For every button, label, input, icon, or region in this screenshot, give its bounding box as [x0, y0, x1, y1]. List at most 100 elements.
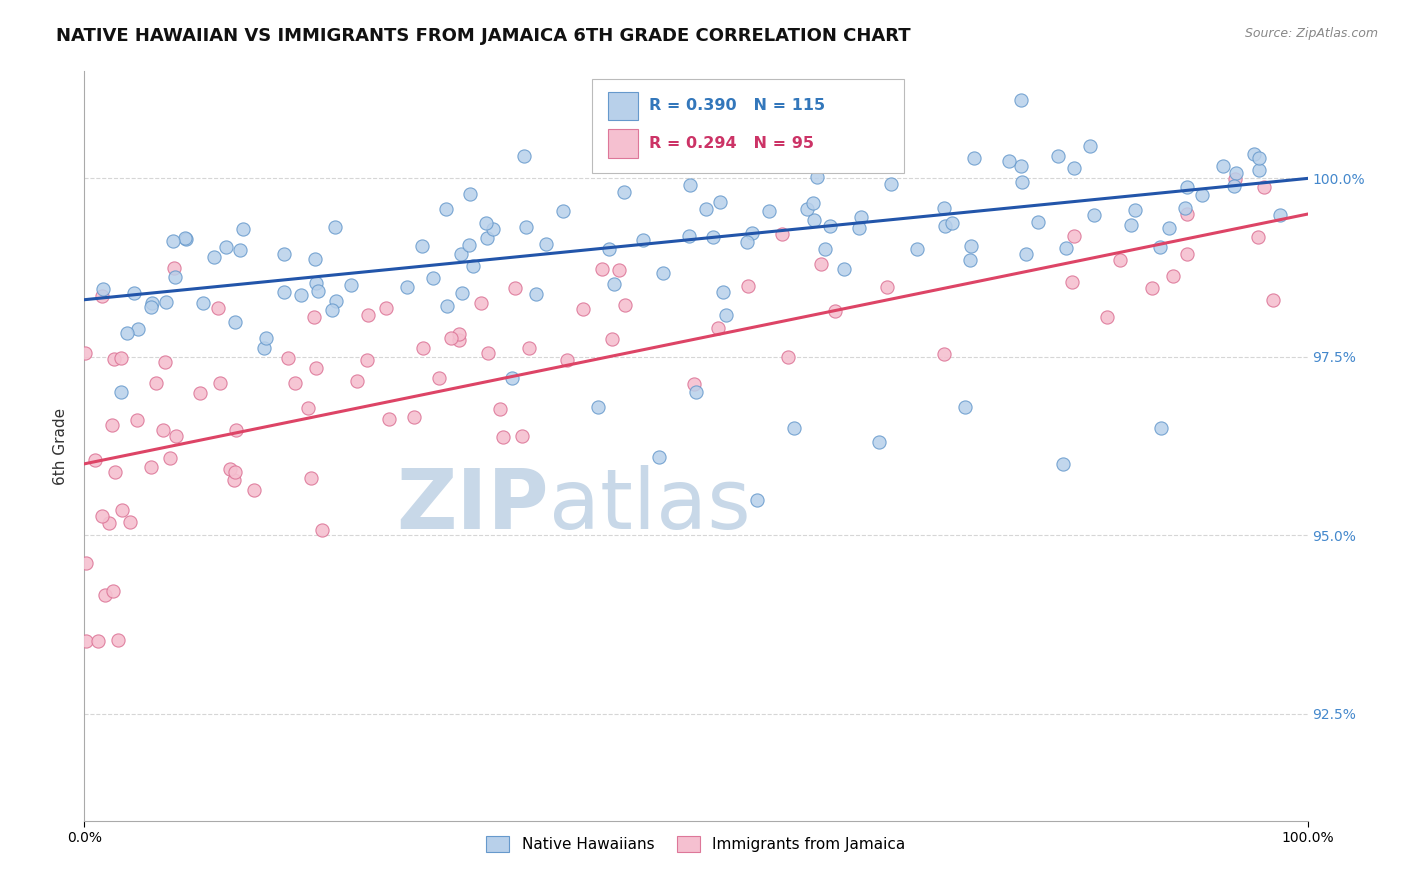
Point — [302, 310, 325, 324]
Point — [73, 346, 96, 360]
Point — [489, 402, 512, 417]
Point — [814, 242, 837, 256]
Point — [224, 465, 246, 479]
Point — [591, 262, 613, 277]
Point — [711, 285, 734, 299]
Point — [139, 460, 162, 475]
Point — [305, 277, 328, 291]
Point — [707, 321, 730, 335]
Point — [273, 285, 295, 299]
FancyBboxPatch shape — [592, 78, 904, 172]
Point — [475, 231, 498, 245]
Bar — [607, 92, 638, 120]
Point — [232, 222, 254, 236]
Bar — [607, 129, 638, 158]
Point — [162, 234, 184, 248]
Point — [103, 351, 125, 366]
Point — [600, 332, 623, 346]
Point — [551, 204, 574, 219]
Point — [1225, 171, 1247, 186]
Point — [101, 584, 124, 599]
Point — [434, 202, 457, 216]
Point — [273, 246, 295, 260]
Point — [100, 417, 122, 432]
Point — [1223, 178, 1246, 193]
Point — [458, 187, 481, 202]
Point — [679, 178, 702, 192]
Legend: Native Hawaiians, Immigrants from Jamaica: Native Hawaiians, Immigrants from Jamaic… — [481, 830, 911, 858]
Point — [880, 177, 903, 191]
Point — [555, 353, 578, 368]
Point — [905, 242, 928, 256]
Point — [202, 250, 225, 264]
Point — [127, 413, 149, 427]
Point — [1047, 149, 1070, 163]
Point — [118, 515, 141, 529]
Point — [1015, 247, 1038, 261]
Point — [188, 386, 211, 401]
Point — [1263, 293, 1285, 307]
Point — [152, 423, 174, 437]
Point — [849, 210, 872, 224]
Point — [110, 351, 132, 365]
Point — [1175, 180, 1198, 194]
Point — [75, 556, 97, 570]
Point — [513, 149, 536, 163]
Point — [94, 588, 117, 602]
Text: R = 0.294   N = 95: R = 0.294 N = 95 — [650, 136, 814, 151]
Point — [503, 281, 526, 295]
Point — [482, 222, 505, 236]
Point — [153, 355, 176, 369]
Point — [215, 240, 238, 254]
Point — [685, 385, 707, 400]
Point — [165, 428, 187, 442]
Point — [648, 450, 671, 464]
Point — [960, 239, 983, 253]
Point — [395, 280, 418, 294]
Point — [449, 326, 471, 341]
Point — [155, 294, 177, 309]
Point — [304, 252, 326, 266]
Point — [932, 347, 955, 361]
Point — [651, 266, 673, 280]
Point — [818, 219, 841, 234]
Point — [758, 203, 780, 218]
Point — [702, 230, 724, 244]
Point — [1052, 457, 1074, 471]
Point — [325, 293, 347, 308]
Point — [209, 376, 232, 390]
Point — [470, 295, 492, 310]
Point — [450, 247, 472, 261]
Point — [297, 401, 319, 415]
Point — [1026, 215, 1049, 229]
Point — [98, 516, 121, 530]
Text: atlas: atlas — [550, 466, 751, 547]
Point — [1109, 253, 1132, 268]
Point — [1149, 240, 1171, 254]
Point — [801, 196, 824, 211]
Point — [1225, 166, 1247, 180]
Point — [162, 260, 184, 275]
Point — [477, 346, 499, 360]
Point — [1268, 208, 1291, 222]
Point — [778, 350, 800, 364]
Point — [492, 430, 515, 444]
Point — [633, 233, 655, 247]
Text: R = 0.390   N = 115: R = 0.390 N = 115 — [650, 98, 825, 113]
Point — [107, 632, 129, 647]
Point — [783, 421, 806, 435]
Point — [1212, 159, 1234, 173]
Point — [127, 322, 149, 336]
Point — [678, 229, 700, 244]
Point — [277, 351, 299, 365]
Point — [932, 201, 955, 215]
Point — [695, 202, 717, 216]
Point — [741, 226, 763, 240]
Point — [1175, 247, 1198, 261]
Point — [141, 296, 163, 310]
Point — [436, 299, 458, 313]
Point — [603, 277, 626, 292]
Point — [311, 524, 333, 538]
Point — [1010, 159, 1032, 173]
Point — [997, 153, 1019, 168]
